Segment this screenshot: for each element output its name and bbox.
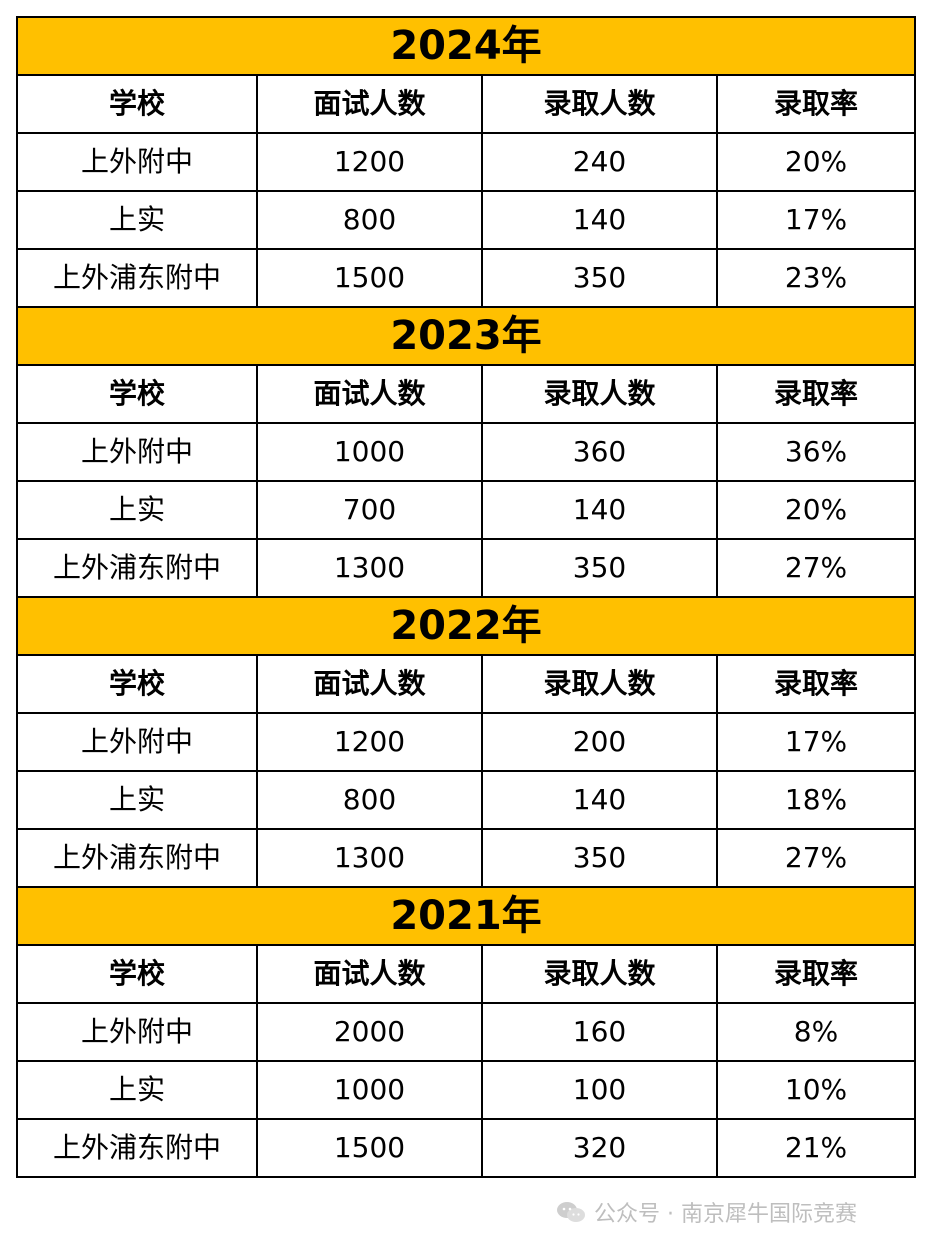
admission-stats-table: 2024年 学校 面试人数 录取人数 录取率 上外附中 1200 240 20% 上实 800 140… xyxy=(15,16,917,1178)
cell-rate: 18% xyxy=(715,770,917,830)
cell-admitted: 350 xyxy=(481,538,718,598)
table-row: 上外浦东附中 1500 350 23% xyxy=(16,248,917,308)
cell-rate: 17% xyxy=(715,190,917,250)
cell-school: 上实 xyxy=(16,770,258,830)
table-row: 上外浦东附中 1300 350 27% xyxy=(16,828,917,888)
watermark-text: 公众号 · 南京犀牛国际竞赛 xyxy=(594,1202,857,1227)
column-header-row: 学校 面试人数 录取人数 录取率 xyxy=(16,654,917,714)
cell-school: 上外附中 xyxy=(16,132,258,192)
watermark: 公众号 · 南京犀牛国际竞赛 xyxy=(556,1196,857,1228)
table-row: 上实 800 140 17% xyxy=(16,190,917,250)
cell-interviewed: 1200 xyxy=(256,132,483,192)
cell-admitted: 360 xyxy=(481,422,718,482)
table-row: 上实 700 140 20% xyxy=(16,480,917,540)
column-header: 面试人数 xyxy=(256,944,483,1004)
cell-interviewed: 1000 xyxy=(256,1060,483,1120)
cell-school: 上外浦东附中 xyxy=(16,1118,258,1178)
table-row: 上外附中 1000 360 36% xyxy=(16,422,917,482)
column-header: 面试人数 xyxy=(256,364,483,424)
year-band-row: 2021年 xyxy=(15,886,917,946)
cell-admitted: 200 xyxy=(481,712,718,772)
cell-school: 上外附中 xyxy=(16,422,258,482)
cell-admitted: 350 xyxy=(481,828,718,888)
column-header-row: 学校 面试人数 录取人数 录取率 xyxy=(16,364,917,424)
cell-school: 上外附中 xyxy=(16,1002,258,1062)
cell-rate: 20% xyxy=(715,480,917,540)
year-title: 2023年 xyxy=(15,306,917,366)
column-header: 录取率 xyxy=(715,74,917,134)
cell-admitted: 240 xyxy=(481,132,718,192)
cell-rate: 20% xyxy=(715,132,917,192)
table-row: 上实 1000 100 10% xyxy=(16,1060,917,1120)
year-title: 2021年 xyxy=(15,886,917,946)
cell-rate: 10% xyxy=(715,1060,917,1120)
column-header: 学校 xyxy=(16,944,258,1004)
cell-school: 上外附中 xyxy=(16,712,258,772)
cell-admitted: 140 xyxy=(481,480,718,540)
column-header-row: 学校 面试人数 录取人数 录取率 xyxy=(16,74,917,134)
cell-interviewed: 1500 xyxy=(256,248,483,308)
column-header: 录取率 xyxy=(715,364,917,424)
cell-rate: 8% xyxy=(715,1002,917,1062)
cell-interviewed: 700 xyxy=(256,480,483,540)
wechat-icon xyxy=(557,1202,585,1222)
cell-school: 上实 xyxy=(16,480,258,540)
cell-admitted: 350 xyxy=(481,248,718,308)
column-header: 录取人数 xyxy=(481,654,718,714)
column-header-row: 学校 面试人数 录取人数 录取率 xyxy=(16,944,917,1004)
cell-interviewed: 1300 xyxy=(256,828,483,888)
cell-interviewed: 1300 xyxy=(256,538,483,598)
year-band-row: 2024年 xyxy=(15,16,917,76)
cell-interviewed: 800 xyxy=(256,190,483,250)
column-header: 面试人数 xyxy=(256,654,483,714)
cell-school: 上实 xyxy=(16,190,258,250)
cell-rate: 23% xyxy=(715,248,917,308)
cell-rate: 27% xyxy=(715,538,917,598)
cell-school: 上外浦东附中 xyxy=(16,538,258,598)
table-row: 上外浦东附中 1300 350 27% xyxy=(16,538,917,598)
cell-interviewed: 1500 xyxy=(256,1118,483,1178)
cell-admitted: 320 xyxy=(481,1118,718,1178)
year-title: 2022年 xyxy=(15,596,917,656)
table-row: 上外附中 1200 200 17% xyxy=(16,712,917,772)
cell-admitted: 140 xyxy=(481,770,718,830)
column-header: 录取率 xyxy=(715,654,917,714)
cell-school: 上外浦东附中 xyxy=(16,828,258,888)
column-header: 学校 xyxy=(16,654,258,714)
cell-admitted: 140 xyxy=(481,190,718,250)
column-header: 面试人数 xyxy=(256,74,483,134)
column-header: 录取人数 xyxy=(481,944,718,1004)
table-row: 上外附中 2000 160 8% xyxy=(16,1002,917,1062)
column-header: 学校 xyxy=(16,74,258,134)
year-title: 2024年 xyxy=(15,16,917,76)
table-row: 上外浦东附中 1500 320 21% xyxy=(16,1118,917,1178)
cell-rate: 17% xyxy=(715,712,917,772)
cell-interviewed: 1000 xyxy=(256,422,483,482)
cell-interviewed: 2000 xyxy=(256,1002,483,1062)
column-header: 录取率 xyxy=(715,944,917,1004)
table-row: 上实 800 140 18% xyxy=(16,770,917,830)
table-row: 上外附中 1200 240 20% xyxy=(16,132,917,192)
column-header: 录取人数 xyxy=(481,364,718,424)
cell-rate: 36% xyxy=(715,422,917,482)
cell-school: 上外浦东附中 xyxy=(16,248,258,308)
cell-rate: 27% xyxy=(715,828,917,888)
year-band-row: 2023年 xyxy=(15,306,917,366)
cell-admitted: 160 xyxy=(481,1002,718,1062)
cell-rate: 21% xyxy=(715,1118,917,1178)
column-header: 录取人数 xyxy=(481,74,718,134)
year-band-row: 2022年 xyxy=(15,596,917,656)
cell-school: 上实 xyxy=(16,1060,258,1120)
cell-interviewed: 800 xyxy=(256,770,483,830)
cell-admitted: 100 xyxy=(481,1060,718,1120)
cell-interviewed: 1200 xyxy=(256,712,483,772)
column-header: 学校 xyxy=(16,364,258,424)
